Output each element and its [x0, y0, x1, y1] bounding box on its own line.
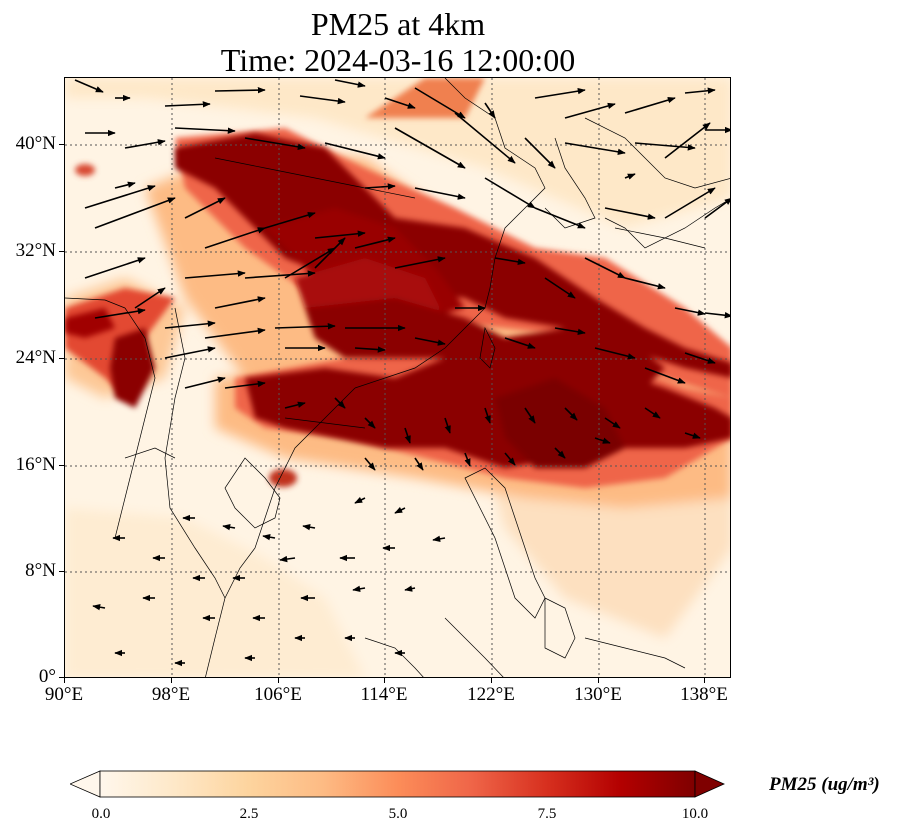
y-tick — [59, 465, 64, 466]
lon-label: 138°E — [680, 684, 728, 705]
coastlines — [65, 78, 730, 677]
lat-label: 0° — [38, 666, 56, 687]
colorbar-tick-label: 5.0 — [388, 806, 408, 822]
lat-label: 8°N — [25, 560, 56, 581]
x-tick — [278, 678, 279, 683]
colorbar-graphic — [68, 770, 725, 798]
colorbar-title: PM25 (ug/m³) — [769, 774, 880, 795]
y-tick — [59, 144, 64, 145]
map-title-line1: PM25 at 4km — [310, 6, 486, 42]
colorbar — [68, 770, 725, 798]
lon-label: 114°E — [360, 684, 408, 705]
lat-label: 40°N — [15, 133, 56, 154]
x-tick — [384, 678, 385, 683]
pm25-field-high — [65, 133, 730, 487]
x-tick — [64, 678, 65, 683]
colorbar-max-extend — [694, 770, 725, 798]
colorbar-tick-label: 0.0 — [91, 806, 111, 822]
lat-label: 24°N — [15, 347, 56, 368]
colorbar-min-extend — [68, 770, 101, 798]
colorbar-tick-label: 7.5 — [537, 806, 557, 822]
x-tick — [171, 678, 172, 683]
lat-label: 16°N — [15, 454, 56, 475]
lon-label: 106°E — [254, 684, 302, 705]
map-gridlines — [65, 78, 730, 677]
x-tick — [704, 678, 705, 683]
colorbar-tick-label: 2.5 — [239, 806, 259, 822]
lat-label: 32°N — [15, 240, 56, 261]
wind-vectors — [74, 79, 730, 667]
map-canvas — [65, 78, 730, 677]
lon-label: 130°E — [574, 684, 622, 705]
colorbar-tick-label: 10.0 — [681, 806, 709, 822]
y-tick — [59, 251, 64, 252]
colorbar-gradient — [99, 770, 696, 798]
lon-label: 122°E — [467, 684, 515, 705]
x-tick — [491, 678, 492, 683]
y-tick — [59, 571, 64, 572]
x-tick — [598, 678, 599, 683]
map-title-line2: Time: 2024-03-16 12:00:00 — [220, 42, 576, 78]
lon-label: 98°E — [151, 684, 191, 705]
y-tick — [59, 677, 64, 678]
y-tick — [59, 358, 64, 359]
lon-label: 90°E — [44, 684, 84, 705]
map-panel — [64, 77, 731, 678]
